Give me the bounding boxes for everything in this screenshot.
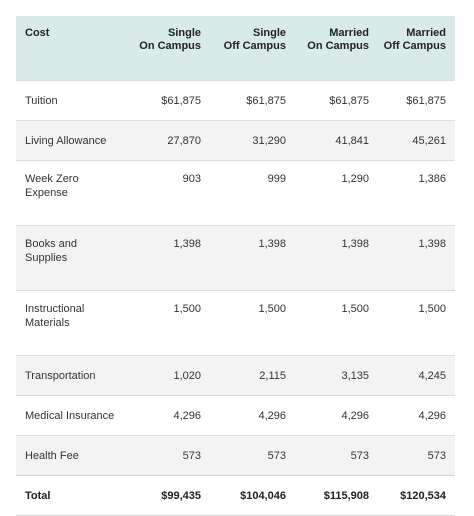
cell-value: 999 (210, 160, 295, 226)
cell-value: 1,398 (123, 225, 210, 291)
header-row: Cost Single On Campus Single Off Campus … (16, 16, 455, 81)
cell-value: 1,500 (123, 290, 210, 356)
cost-table-container: Cost Single On Campus Single Off Campus … (16, 16, 455, 516)
total-label: Total (16, 475, 123, 515)
header-line-2: Off Campus (223, 40, 286, 52)
row-label: Instructional Materials (16, 290, 123, 356)
cell-value: 3,135 (295, 355, 378, 396)
row-label-text: Health Fee (25, 449, 79, 462)
header-married-off-campus: Married Off Campus (378, 16, 455, 81)
table-body: Tuition $61,875 $61,875 $61,875 $61,875 … (16, 80, 455, 515)
table-row-books-and-supplies: Books and Supplies 1,398 1,398 1,398 1,3… (16, 225, 455, 291)
header-line-2: Off Campus (383, 40, 446, 52)
cell-value: 41,841 (295, 120, 378, 161)
cell-value: 4,296 (123, 395, 210, 436)
cell-value: 1,290 (295, 160, 378, 226)
cell-value: 4,296 (210, 395, 295, 436)
cell-value: 1,500 (210, 290, 295, 356)
cell-value: 573 (378, 435, 455, 476)
row-label: Week Zero Expense (16, 160, 123, 226)
header-cost: Cost (16, 16, 123, 81)
row-label: Living Allowance (16, 120, 123, 161)
table-row-living-allowance: Living Allowance 27,870 31,290 41,841 45… (16, 120, 455, 161)
table-row-week-zero-expense: Week Zero Expense 903 999 1,290 1,386 (16, 160, 455, 226)
header-line-2: On Campus (139, 40, 201, 52)
header-cost-label: Cost (25, 27, 50, 39)
table-row-health-fee: Health Fee 573 573 573 573 (16, 435, 455, 476)
total-value: $104,046 (210, 475, 295, 515)
cell-value: 4,245 (378, 355, 455, 396)
total-value: $115,908 (295, 475, 378, 515)
cell-value: 573 (123, 435, 210, 476)
cell-value: 1,500 (378, 290, 455, 356)
cell-value: 4,296 (295, 395, 378, 436)
total-value: $99,435 (123, 475, 210, 515)
row-label: Books and Supplies (16, 225, 123, 291)
row-label-text: Transportation (25, 369, 96, 382)
row-label: Transportation (16, 355, 123, 396)
cost-of-attendance-table: Cost Single On Campus Single Off Campus … (16, 16, 455, 515)
cell-value: 1,398 (295, 225, 378, 291)
cell-value: 4,296 (378, 395, 455, 436)
table-header: Cost Single On Campus Single Off Campus … (16, 16, 455, 81)
header-single-on-campus: Single On Campus (123, 16, 210, 81)
row-label-text: Medical Insurance (25, 409, 115, 422)
table-row-medical-insurance: Medical Insurance 4,296 4,296 4,296 4,29… (16, 395, 455, 436)
row-label-line-2: Materials (25, 317, 70, 329)
header-line-2: On Campus (307, 40, 369, 52)
cell-value: $61,875 (210, 80, 295, 121)
cell-value: 573 (295, 435, 378, 476)
table-row-transportation: Transportation 1,020 2,115 3,135 4,245 (16, 355, 455, 396)
header-line-1: Single (167, 27, 201, 39)
cell-value: 1,398 (210, 225, 295, 291)
row-label: Tuition (16, 80, 123, 121)
table-row-total: Total $99,435 $104,046 $115,908 $120,534 (16, 475, 455, 515)
table-row-instructional-materials: Instructional Materials 1,500 1,500 1,50… (16, 290, 455, 356)
cell-value: 27,870 (123, 120, 210, 161)
row-label-line-1: Week Zero (25, 173, 79, 185)
row-label-text: Tuition (25, 94, 58, 107)
header-married-on-campus: Married On Campus (295, 16, 378, 81)
header-line-1: Married (329, 27, 369, 39)
header-single-off-campus: Single Off Campus (210, 16, 295, 81)
row-label-text: Living Allowance (25, 134, 107, 147)
total-value: $120,534 (378, 475, 455, 515)
cell-value: 1,398 (378, 225, 455, 291)
row-label: Health Fee (16, 435, 123, 476)
row-label-line-2: Expense (25, 187, 68, 199)
row-label-line-1: Books and (25, 238, 77, 250)
cell-value: 903 (123, 160, 210, 226)
row-label: Medical Insurance (16, 395, 123, 436)
row-label-line-2: Supplies (25, 252, 68, 264)
cell-value: 1,386 (378, 160, 455, 226)
cell-value: $61,875 (378, 80, 455, 121)
cell-value: $61,875 (123, 80, 210, 121)
header-line-1: Married (406, 27, 446, 39)
cell-value: 1,500 (295, 290, 378, 356)
cell-value: 573 (210, 435, 295, 476)
cell-value: 31,290 (210, 120, 295, 161)
table-row-tuition: Tuition $61,875 $61,875 $61,875 $61,875 (16, 80, 455, 121)
cell-value: $61,875 (295, 80, 378, 121)
cell-value: 2,115 (210, 355, 295, 396)
cell-value: 45,261 (378, 120, 455, 161)
header-line-1: Single (252, 27, 286, 39)
cell-value: 1,020 (123, 355, 210, 396)
row-label-line-1: Instructional (25, 303, 85, 315)
